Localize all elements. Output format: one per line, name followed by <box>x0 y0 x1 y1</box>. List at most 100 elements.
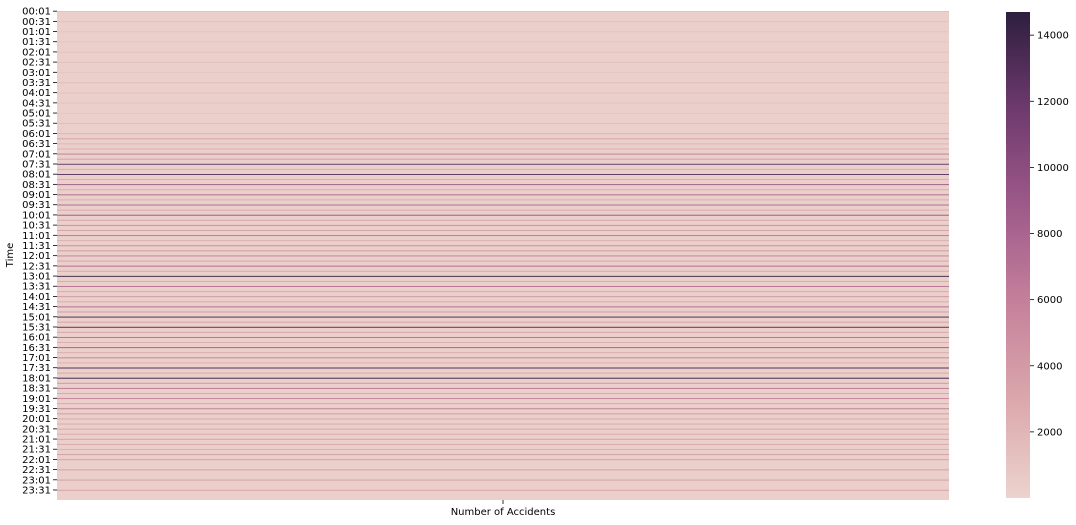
colorbar-ticks: 2000 4000 6000 8000 10000 12000 14000 <box>1030 31 1069 438</box>
heatmap-cell <box>57 367 949 369</box>
heatmap-cell <box>57 148 949 150</box>
heatmap-cell <box>57 255 949 257</box>
y-tick-label: 14:01 <box>22 292 51 303</box>
heatmap-cell <box>57 163 949 165</box>
heatmap-cell <box>57 377 949 379</box>
y-tick-label: 23:31 <box>22 485 51 496</box>
y-tick-label: 08:31 <box>22 180 51 191</box>
heatmap-cell <box>57 352 949 354</box>
heatmap-cell <box>57 138 949 140</box>
colorbar-tick-label: 12000 <box>1037 97 1069 108</box>
y-tick-label: 17:01 <box>22 353 51 364</box>
y-tick-label: 11:01 <box>22 231 51 242</box>
heatmap-cell <box>57 250 949 252</box>
y-tick-label: 04:01 <box>22 88 51 99</box>
heatmap-cell <box>57 286 949 287</box>
heatmap-cell <box>57 158 949 160</box>
y-tick-label: 22:31 <box>22 465 51 476</box>
heatmap-cell <box>57 398 949 400</box>
heatmap-cell <box>57 265 949 267</box>
heatmap-cell <box>57 337 949 338</box>
heatmap-cell <box>57 72 949 74</box>
y-tick-label: 05:31 <box>22 119 51 130</box>
y-tick-label: 14:31 <box>22 302 51 313</box>
heatmap-cell <box>57 387 949 389</box>
y-tick-label: 18:31 <box>22 384 51 395</box>
heatmap-cell <box>57 403 949 405</box>
heatmap-cell <box>57 357 949 359</box>
heatmap-cell <box>57 112 949 114</box>
heatmap-cell <box>57 280 949 282</box>
y-tick-label: 16:31 <box>22 343 51 354</box>
heatmap-cell <box>57 184 949 186</box>
y-tick-label: 02:31 <box>22 58 51 69</box>
heatmap-cell <box>57 102 949 104</box>
heatmap-cell <box>57 179 949 180</box>
y-tick-label: 10:01 <box>22 210 51 221</box>
heatmap-cell <box>57 449 949 450</box>
heatmap-cell <box>57 479 949 481</box>
colorbar-tick-label: 14000 <box>1037 31 1069 42</box>
y-tick-label: 21:31 <box>22 445 51 456</box>
y-tick-label: 00:01 <box>22 7 51 18</box>
y-tick-label: 17:31 <box>22 363 51 374</box>
heatmap-cell <box>57 31 949 33</box>
heatmap-cell <box>57 311 949 313</box>
y-tick-label: 15:01 <box>22 312 51 323</box>
heatmap-cell <box>57 423 949 425</box>
colorbar-tick-label: 8000 <box>1037 229 1062 240</box>
heatmap-cell <box>57 92 949 94</box>
y-tick-label: 16:01 <box>22 333 51 344</box>
heatmap-cell <box>57 21 949 23</box>
heatmap-cell <box>57 219 949 221</box>
heatmap-cell <box>57 413 949 415</box>
heatmap-cell <box>57 168 949 170</box>
heatmap-cell <box>57 347 949 349</box>
heatmap-cell <box>57 11 949 12</box>
y-tick-label: 15:31 <box>22 322 51 333</box>
y-tick-label: 06:31 <box>22 139 51 150</box>
heatmap-cell <box>57 199 949 201</box>
heatmap-cell <box>57 209 949 211</box>
heatmap-cell <box>57 51 949 53</box>
y-tick-label: 08:01 <box>22 170 51 181</box>
heatmap-cell <box>57 260 949 262</box>
y-tick-label: 02:01 <box>22 47 51 58</box>
heatmap-cell <box>57 489 949 491</box>
y-tick-label: 12:31 <box>22 261 51 272</box>
y-tick-label: 07:31 <box>22 159 51 170</box>
heatmap-cell <box>57 275 949 277</box>
heatmap-cell <box>57 393 949 394</box>
heatmap-cell <box>57 224 949 226</box>
y-tick-label: 03:31 <box>22 78 51 89</box>
y-tick-label: 12:01 <box>22 251 51 262</box>
y-tick-label: 10:31 <box>22 221 51 232</box>
y-tick-label: 18:01 <box>22 373 51 384</box>
heatmap-cell <box>57 291 949 293</box>
y-tick-label: 04:31 <box>22 98 51 109</box>
y-tick-label: 13:01 <box>22 272 51 283</box>
heatmap-cell <box>57 459 949 461</box>
y-axis-ticks: 00:0100:3101:0101:3102:0102:3103:0103:31… <box>22 7 57 496</box>
x-axis-label: Number of Accidents <box>451 507 556 518</box>
heatmap-cell <box>57 342 949 343</box>
y-tick-label: 20:31 <box>22 424 51 435</box>
heatmap-cell <box>57 362 949 364</box>
y-tick-label: 21:01 <box>22 435 51 446</box>
y-tick-label: 01:31 <box>22 37 51 48</box>
heatmap-cell <box>57 443 949 445</box>
y-tick-label: 01:01 <box>22 27 51 38</box>
heatmap-cell <box>57 204 949 206</box>
heatmap-cell <box>57 428 949 430</box>
heatmap-cell <box>57 123 949 124</box>
y-tick-label: 11:31 <box>22 241 51 252</box>
heatmap-cell <box>57 133 949 135</box>
heatmap-cell <box>57 153 949 155</box>
heatmap-cell <box>57 61 949 63</box>
heatmap-cell <box>57 372 949 374</box>
heatmap-cell <box>57 174 949 175</box>
colorbar-tick-label: 6000 <box>1037 295 1062 306</box>
y-tick-label: 00:31 <box>22 17 51 28</box>
heatmap-cell <box>57 382 949 384</box>
